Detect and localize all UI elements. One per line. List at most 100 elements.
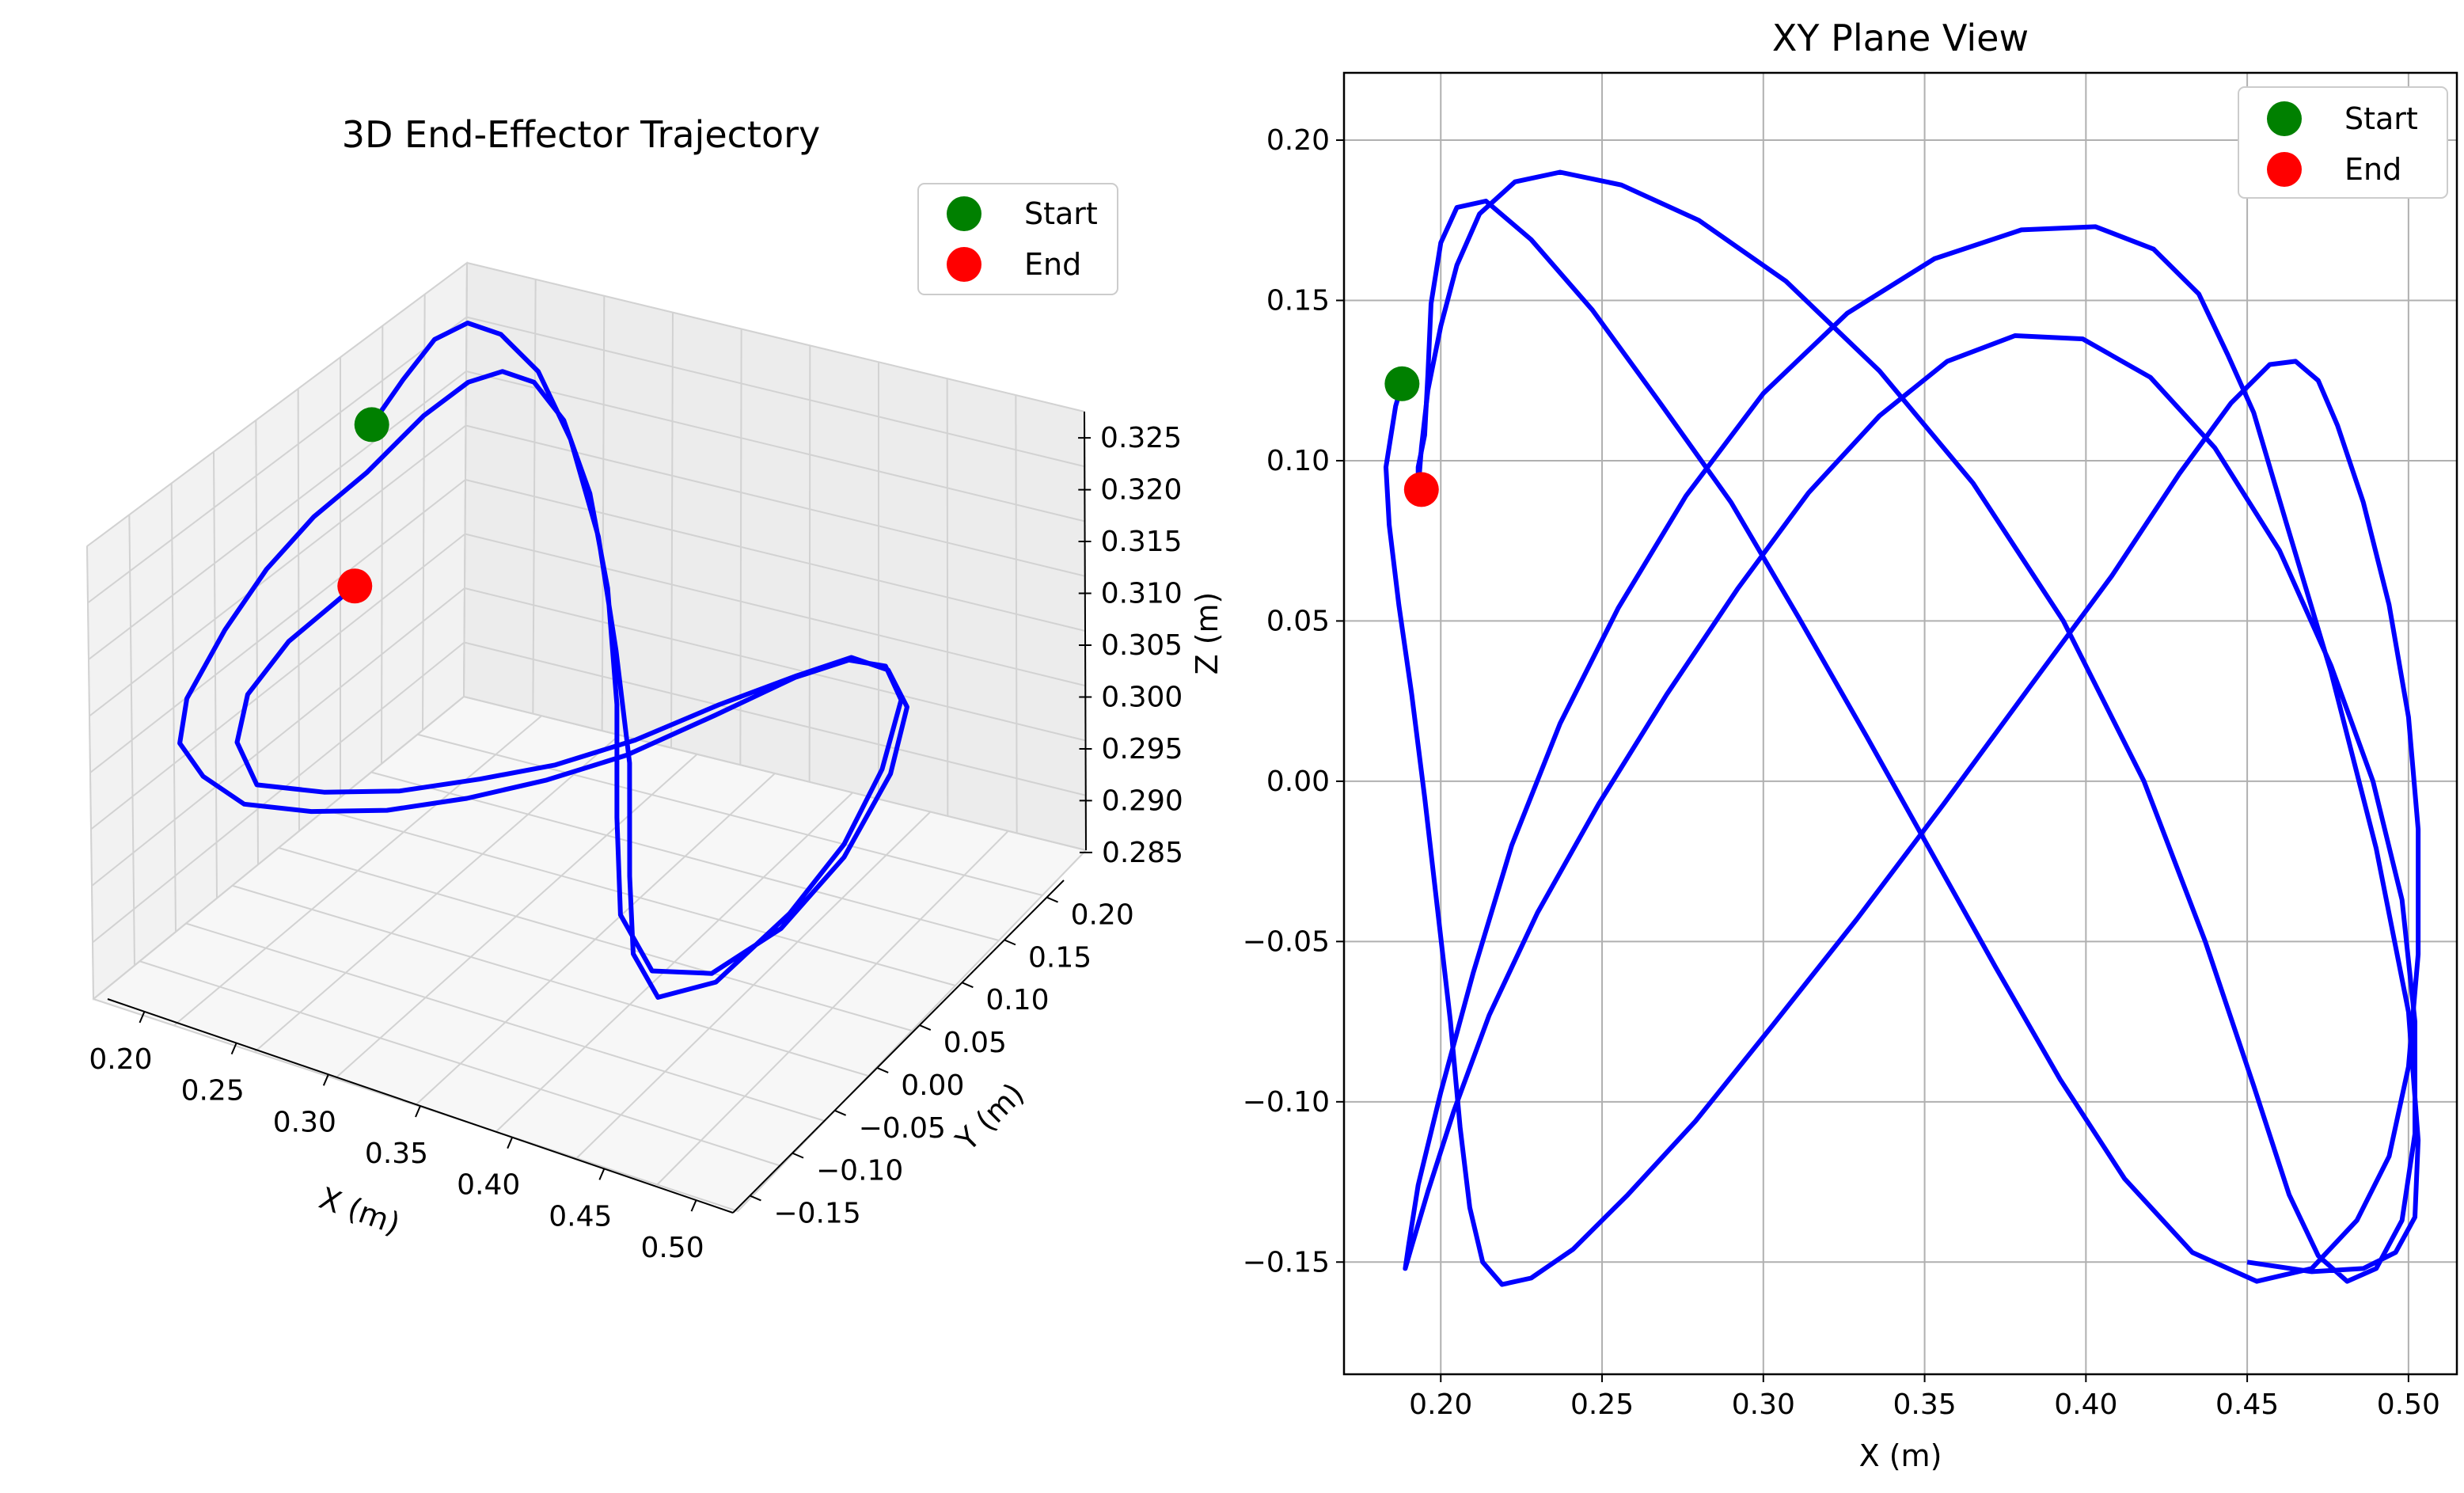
x-tick-label-3d: 0.45 — [549, 1200, 612, 1233]
y-tick-3d — [1004, 939, 1016, 946]
plotxy-title: XY Plane View — [1772, 17, 2029, 59]
x-tick-label-3d: 0.35 — [365, 1138, 428, 1170]
xy-y-tick-label: 0.15 — [1266, 284, 1330, 317]
xy-x-tick-label: 0.50 — [2377, 1389, 2440, 1421]
y-tick-3d — [792, 1152, 804, 1159]
y-tick-3d — [834, 1109, 847, 1116]
x-tick-3d — [139, 1011, 146, 1024]
y-tick-3d — [876, 1067, 889, 1073]
grid3d-floor-x — [575, 811, 932, 1159]
xy-x-tick-label: 0.30 — [1732, 1389, 1795, 1421]
x-tick-label-3d: 0.40 — [457, 1169, 520, 1202]
xy-y-tick-label: 0.00 — [1266, 765, 1330, 798]
end-marker-xy — [1403, 472, 1439, 507]
xy-x-axis-label: X (m) — [1859, 1438, 1942, 1473]
z-tick-label-3d: 0.290 — [1102, 784, 1183, 817]
xy-x-tick-label: 0.35 — [1893, 1389, 1956, 1421]
grid3d-floor-y — [325, 809, 956, 986]
y-tick-3d — [961, 982, 974, 989]
y-tick-3d — [750, 1195, 761, 1202]
y-tick-label-3d: −0.05 — [859, 1112, 946, 1145]
grid-3d — [86, 262, 1087, 1212]
x-tick-label-3d: 0.25 — [181, 1075, 245, 1107]
xy-x-tick-label: 0.40 — [2054, 1389, 2117, 1421]
x-tick-3d — [690, 1199, 697, 1212]
y-tick-label-3d: 0.10 — [985, 984, 1049, 1016]
grid3d-floor-y — [417, 733, 1043, 896]
grid3d-right-horizontal — [465, 370, 1085, 522]
legend-xy-start-marker — [2267, 101, 2302, 136]
grid3d-left-horizontal — [88, 370, 467, 660]
xy-x-tick-label: 0.25 — [1570, 1389, 1634, 1421]
z-axis-line — [1084, 411, 1087, 851]
xy-x-tick-label: 0.20 — [1409, 1389, 1472, 1421]
y-axis-line — [732, 879, 1065, 1214]
y-tick-label-3d: 0.00 — [901, 1069, 964, 1102]
xy-y-tick-label: −0.05 — [1243, 925, 1330, 958]
ticks-xy: 0.20 0.25 0.30 0.35 0.40 0.45 0.50 −0.15 −0.10 −0… — [1243, 124, 2440, 1421]
y-tick-label-3d: −0.10 — [816, 1155, 903, 1187]
grid3d-right-horizontal — [466, 262, 1085, 412]
grid3d-floor-x — [495, 792, 853, 1133]
grid3d-left-horizontal — [86, 262, 468, 547]
legend-3d-end-label: End — [1024, 247, 1081, 282]
legend-xy-end-label: End — [2344, 152, 2401, 187]
trajectory-xy-line-2 — [1403, 169, 2421, 1284]
z-tick-label-3d: 0.320 — [1100, 474, 1182, 507]
xy-x-tick-label: 0.45 — [2215, 1389, 2279, 1421]
trajectory-3d-line — [177, 321, 909, 1000]
plot-xy: XY Plane View 0.20 0.25 0.30 0.35 0.40 0.45 0.… — [1243, 17, 2458, 1473]
xy-y-tick-label: −0.10 — [1243, 1086, 1330, 1119]
z-axis-label: Z (m) — [1190, 592, 1224, 675]
grid3d-left-horizontal — [87, 316, 468, 604]
xy-y-tick-label: 0.10 — [1266, 445, 1330, 477]
trajectory-xy-line-1 — [1384, 199, 2421, 1287]
grid3d-floor-y — [278, 847, 913, 1031]
z-tick-label-3d: 0.315 — [1101, 526, 1183, 558]
y-tick-3d — [1046, 896, 1058, 903]
grid3d-right-horizontal — [465, 479, 1086, 632]
plot3d-title: 3D End-Effector Trajectory — [342, 113, 821, 156]
x-tick-3d — [322, 1073, 329, 1086]
legend-3d-end-marker — [947, 247, 981, 282]
x-tick-3d — [507, 1137, 514, 1149]
x-tick-label-3d: 0.50 — [640, 1232, 704, 1264]
grid3d-right-horizontal — [466, 316, 1085, 468]
z-tick-label-3d: 0.305 — [1101, 629, 1183, 662]
legend-xy: Start End — [2238, 86, 2448, 199]
grid3d-left-horizontal — [91, 587, 465, 887]
grid3d-right-horizontal — [464, 587, 1086, 742]
grid3d-right-horizontal — [465, 533, 1086, 687]
grid3d-left-horizontal — [89, 479, 466, 773]
x-tick-label-3d: 0.30 — [273, 1106, 336, 1138]
xy-y-tick-label: 0.20 — [1266, 124, 1330, 157]
plot-3d: 3D End-Effector Trajectory 0.200.250.300… — [85, 113, 1224, 1264]
z-tick-label-3d: 0.325 — [1100, 422, 1182, 454]
grid3d-floor-y — [370, 771, 1000, 941]
start-marker-xy — [1384, 366, 1420, 401]
grid3d-floor-x — [737, 849, 1087, 1212]
z-tick-label-3d: 0.285 — [1102, 837, 1183, 869]
legend-xy-start-label: Start — [2344, 101, 2418, 136]
plotxy-frame — [1342, 71, 2458, 1376]
z-tick-label-3d: 0.300 — [1101, 681, 1183, 713]
grid3d-floor-y — [463, 696, 1087, 851]
grid3d-left-horizontal — [90, 533, 466, 830]
xy-y-tick-label: 0.05 — [1266, 605, 1330, 637]
start-marker-3d — [354, 407, 389, 443]
end-marker-3d — [337, 568, 373, 604]
x-tick-3d — [598, 1168, 606, 1180]
y-tick-label-3d: 0.20 — [1071, 899, 1134, 932]
grid3d-right-horizontal — [465, 424, 1085, 577]
legend-3d: Start End — [917, 183, 1118, 295]
grid3d-left-horizontal — [92, 641, 465, 944]
ticks-3d: 0.20 0.25 0.30 0.35 0.40 0.45 0.50 −0.15 −0.10 −0… — [89, 422, 1183, 1264]
x-tick-3d — [415, 1105, 421, 1118]
y-tick-label-3d: −0.15 — [773, 1197, 860, 1229]
x-tick-label-3d: 0.20 — [89, 1043, 152, 1076]
legend-3d-start-label: Start — [1024, 196, 1098, 231]
z-tick-label-3d: 0.310 — [1101, 578, 1183, 610]
grid3d-right-horizontal — [464, 641, 1086, 796]
grid3d-left-horizontal — [89, 424, 467, 717]
